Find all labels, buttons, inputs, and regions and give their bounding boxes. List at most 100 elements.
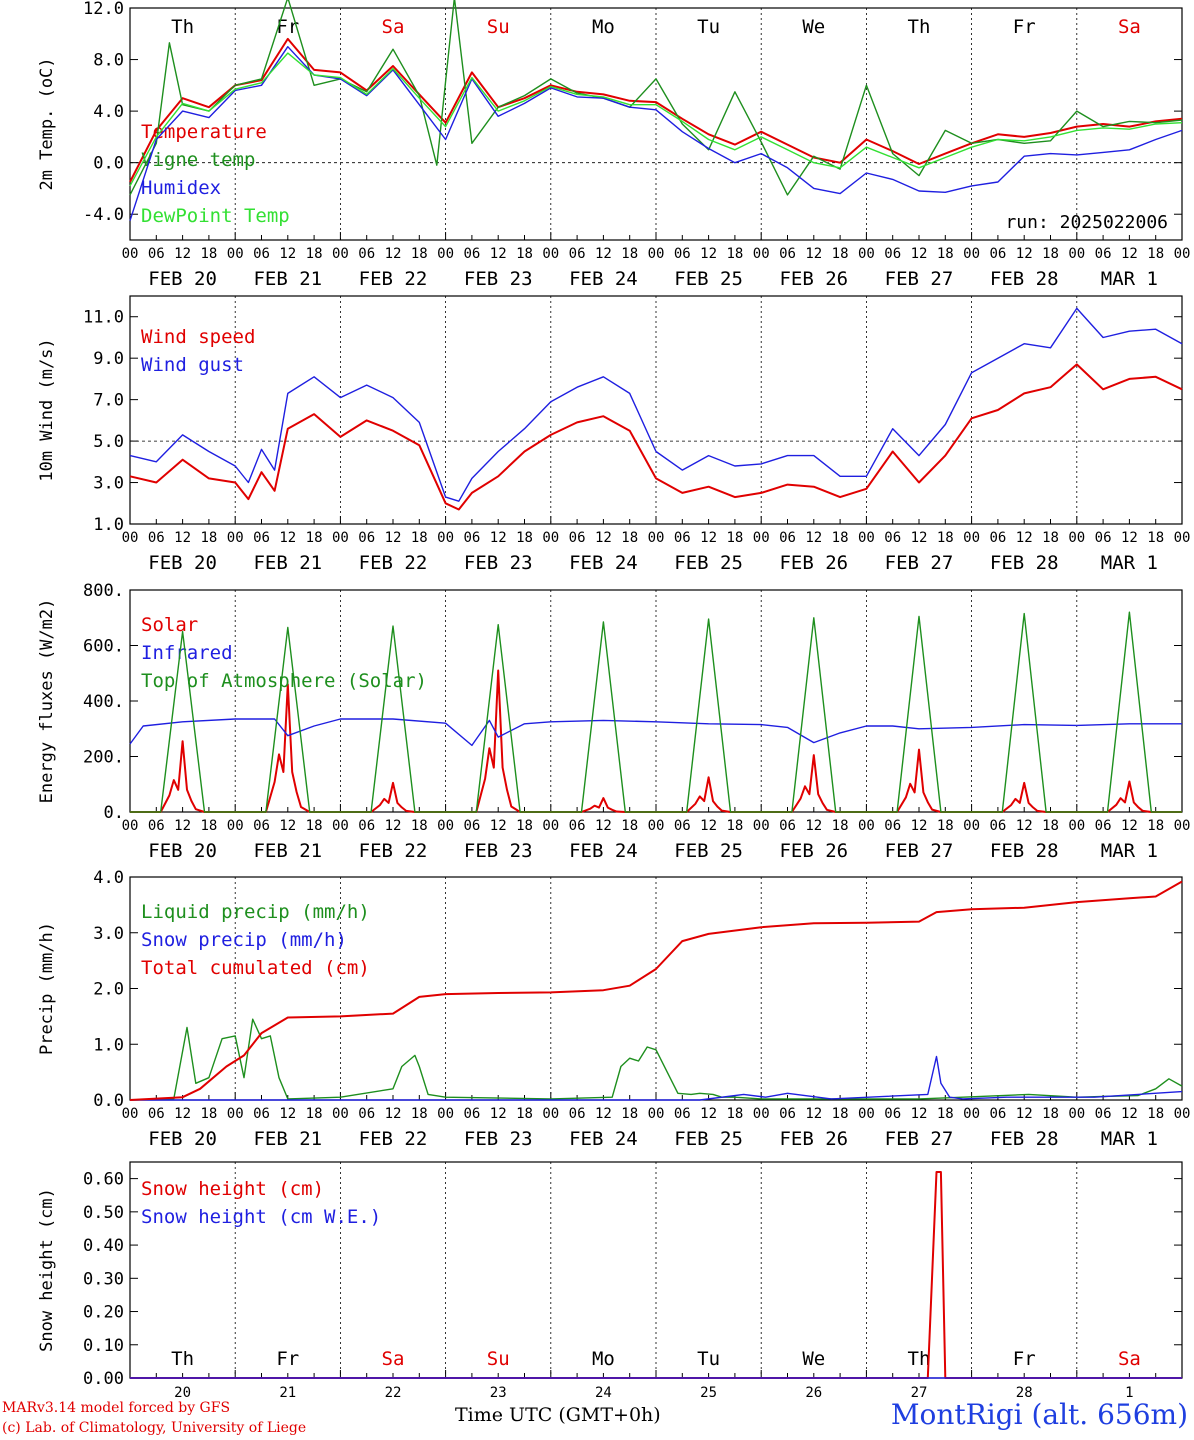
hour-tick-label: 18 xyxy=(1147,1106,1164,1122)
y-tick-label: 11.0 xyxy=(83,308,124,328)
hour-tick-label: 18 xyxy=(937,1106,954,1122)
y-tick-label: 1.0 xyxy=(93,1035,124,1055)
hour-tick-label: 00 xyxy=(542,1106,559,1122)
legend-entry: Snow height (cm W.E.) xyxy=(141,1206,381,1228)
y-tick-label: 400. xyxy=(83,692,124,712)
date-label: FEB 25 xyxy=(674,552,743,574)
hour-tick-label: 12 xyxy=(911,1106,928,1122)
date-label: FEB 26 xyxy=(779,1128,848,1150)
date-label: FEB 23 xyxy=(464,1128,533,1150)
date-label: FEB 20 xyxy=(148,840,217,862)
hour-tick-label: 06 xyxy=(148,246,165,262)
y-tick-label: 9.0 xyxy=(93,349,124,369)
weekday-label: We xyxy=(802,1348,825,1370)
date-label: FEB 27 xyxy=(885,1128,954,1150)
hour-tick-label: 18 xyxy=(411,530,428,546)
hour-tick-label: 18 xyxy=(411,246,428,262)
y-tick-label: 0.20 xyxy=(83,1303,124,1323)
hour-tick-label: 18 xyxy=(937,246,954,262)
hour-tick-label: 12 xyxy=(595,1106,612,1122)
hour-tick-label: 00 xyxy=(858,246,875,262)
hour-tick-label: 00 xyxy=(122,818,139,834)
hour-tick-label: 06 xyxy=(674,530,691,546)
hour-tick-label: 00 xyxy=(963,1106,980,1122)
run-label: run: 2025022006 xyxy=(1005,212,1168,233)
hour-tick-label: 00 xyxy=(1174,246,1191,262)
y-tick-label: 0.30 xyxy=(83,1269,124,1289)
hour-tick-label: 00 xyxy=(332,818,349,834)
date-label: FEB 21 xyxy=(253,840,322,862)
date-number-label: 27 xyxy=(911,1385,928,1401)
hour-tick-label: 18 xyxy=(937,530,954,546)
hour-tick-label: 00 xyxy=(858,530,875,546)
date-number-label: 23 xyxy=(490,1385,507,1401)
hour-tick-label: 18 xyxy=(832,818,849,834)
hour-tick-label: 00 xyxy=(753,818,770,834)
hour-tick-label: 00 xyxy=(963,530,980,546)
hour-tick-label: 18 xyxy=(516,1106,533,1122)
hour-tick-label: 00 xyxy=(648,246,665,262)
hour-tick-label: 18 xyxy=(1147,246,1164,262)
date-number-label: 24 xyxy=(595,1385,612,1401)
hour-tick-label: 06 xyxy=(1095,246,1112,262)
hour-tick-label: 00 xyxy=(227,818,244,834)
hour-tick-label: 06 xyxy=(148,530,165,546)
hour-tick-label: 06 xyxy=(358,530,375,546)
date-number-label: 28 xyxy=(1016,1385,1033,1401)
hour-tick-label: 00 xyxy=(753,530,770,546)
hour-tick-label: 06 xyxy=(674,246,691,262)
y-tick-label: 600. xyxy=(83,637,124,657)
hour-tick-label: 00 xyxy=(227,1106,244,1122)
hour-tick-label: 12 xyxy=(1016,818,1033,834)
hour-tick-label: 12 xyxy=(1016,1106,1033,1122)
hour-tick-label: 12 xyxy=(385,246,402,262)
date-label: FEB 24 xyxy=(569,552,638,574)
y-tick-label: 4.0 xyxy=(93,102,124,122)
date-label: MAR 1 xyxy=(1101,268,1158,290)
date-label: MAR 1 xyxy=(1101,552,1158,574)
hour-tick-label: 12 xyxy=(805,530,822,546)
weekday-label: Th xyxy=(171,16,194,38)
date-label: FEB 22 xyxy=(359,1128,428,1150)
hour-tick-label: 06 xyxy=(1095,530,1112,546)
y-tick-label: 200. xyxy=(83,748,124,768)
hour-tick-label: 12 xyxy=(385,530,402,546)
hour-tick-label: 00 xyxy=(753,246,770,262)
y-tick-label: 7.0 xyxy=(93,391,124,411)
date-label: FEB 23 xyxy=(464,268,533,290)
hour-tick-label: 12 xyxy=(700,1106,717,1122)
legend-entry: Snow precip (mm/h) xyxy=(141,929,347,951)
hour-tick-label: 00 xyxy=(648,530,665,546)
y-tick-label: 4.0 xyxy=(93,868,124,888)
hour-tick-label: 06 xyxy=(884,246,901,262)
hour-tick-label: 12 xyxy=(174,246,191,262)
hour-tick-label: 00 xyxy=(753,1106,770,1122)
hour-tick-label: 00 xyxy=(227,246,244,262)
y-tick-label: 0.60 xyxy=(83,1170,124,1190)
time-axis-label: Time UTC (GMT+0h) xyxy=(455,1404,661,1426)
hour-tick-label: 06 xyxy=(253,1106,270,1122)
hour-tick-label: 18 xyxy=(306,246,323,262)
date-label: FEB 20 xyxy=(148,1128,217,1150)
hour-tick-label: 06 xyxy=(253,246,270,262)
hour-tick-label: 00 xyxy=(1174,818,1191,834)
date-label: FEB 28 xyxy=(990,840,1059,862)
weekday-label: Su xyxy=(487,1348,510,1370)
hour-tick-label: 12 xyxy=(490,818,507,834)
hour-tick-label: 00 xyxy=(648,1106,665,1122)
weekday-label: Sa xyxy=(1118,1348,1141,1370)
series-line xyxy=(129,37,1183,183)
hour-tick-label: 00 xyxy=(437,1106,454,1122)
hour-tick-label: 06 xyxy=(463,530,480,546)
date-label: MAR 1 xyxy=(1101,840,1158,862)
hour-tick-label: 12 xyxy=(490,530,507,546)
hour-tick-label: 12 xyxy=(595,818,612,834)
date-label: FEB 26 xyxy=(779,840,848,862)
weekday-label: Mo xyxy=(592,16,615,38)
weekday-label: Fr xyxy=(276,1348,299,1370)
hour-tick-label: 18 xyxy=(1147,818,1164,834)
hour-tick-label: 18 xyxy=(1042,818,1059,834)
hour-tick-label: 12 xyxy=(279,246,296,262)
hour-tick-label: 06 xyxy=(779,530,796,546)
